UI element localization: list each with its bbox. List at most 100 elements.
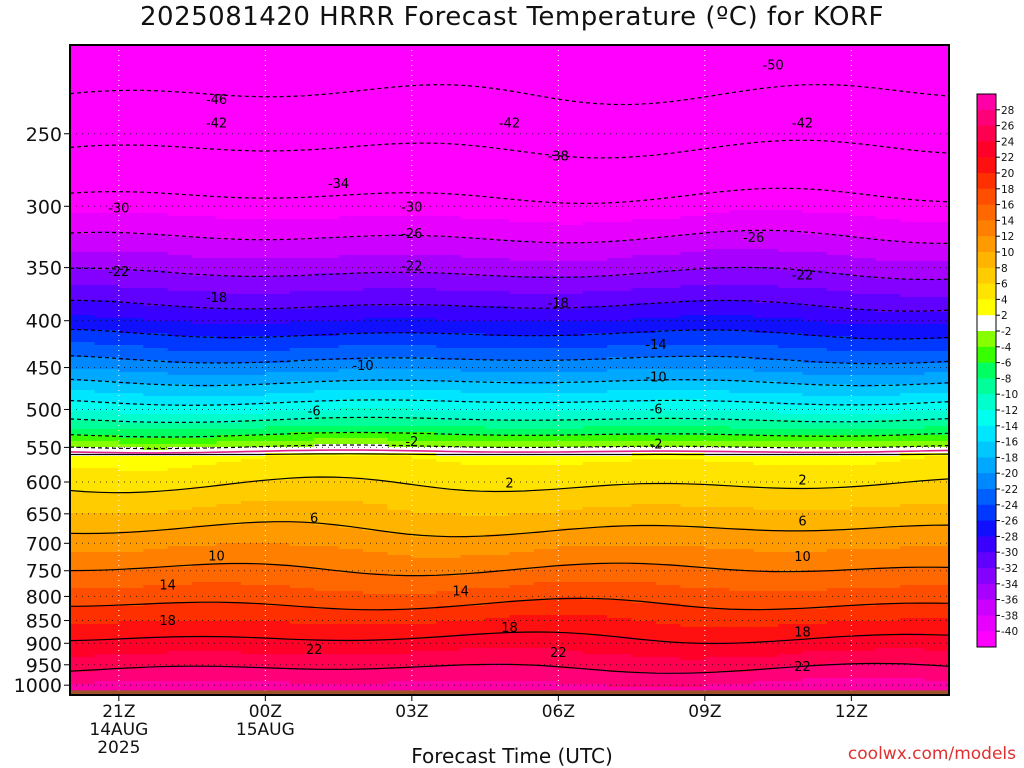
field-cell bbox=[533, 321, 559, 325]
field-cell bbox=[582, 327, 608, 331]
field-cell bbox=[363, 609, 388, 613]
field-cell bbox=[582, 186, 608, 190]
field-cell bbox=[240, 516, 266, 520]
field-cell bbox=[607, 255, 633, 259]
field-cell bbox=[436, 171, 462, 175]
field-cell bbox=[167, 375, 193, 379]
field-cell bbox=[411, 621, 437, 625]
field-cell bbox=[265, 681, 291, 685]
field-cell bbox=[460, 411, 486, 415]
field-cell bbox=[363, 651, 388, 655]
field-cell bbox=[436, 516, 462, 520]
field-cell bbox=[436, 513, 462, 517]
field-cell bbox=[216, 66, 242, 70]
field-cell bbox=[607, 261, 633, 265]
field-cell bbox=[118, 189, 144, 193]
field-cell bbox=[216, 621, 242, 625]
field-cell bbox=[558, 390, 584, 394]
field-cell bbox=[167, 210, 193, 214]
field-cell bbox=[289, 603, 315, 607]
field-cell bbox=[607, 522, 633, 526]
field-cell bbox=[265, 96, 291, 100]
field-cell bbox=[314, 450, 340, 454]
field-cell bbox=[436, 159, 462, 163]
field-cell bbox=[216, 486, 242, 490]
field-cell bbox=[143, 297, 169, 301]
field-cell bbox=[436, 522, 462, 526]
field-cell bbox=[265, 309, 291, 313]
field-cell bbox=[192, 441, 218, 445]
field-cell bbox=[460, 471, 486, 475]
field-cell bbox=[582, 171, 608, 175]
field-cell bbox=[94, 633, 120, 637]
field-cell bbox=[436, 654, 462, 658]
field-cell bbox=[363, 168, 388, 172]
field-cell bbox=[363, 192, 388, 196]
field-cell bbox=[558, 600, 584, 604]
field-cell bbox=[411, 384, 437, 388]
field-cell bbox=[70, 153, 95, 157]
field-cell bbox=[582, 177, 608, 181]
field-cell bbox=[289, 396, 315, 400]
field-cell bbox=[192, 219, 218, 223]
field-cell bbox=[289, 186, 315, 190]
field-cell bbox=[143, 363, 169, 367]
field-cell bbox=[582, 195, 608, 199]
field-cell bbox=[289, 102, 315, 106]
field-cell bbox=[509, 204, 535, 208]
field-cell bbox=[192, 489, 218, 493]
field-cell bbox=[363, 492, 388, 496]
field-cell bbox=[192, 519, 218, 523]
field-cell bbox=[70, 561, 95, 565]
field-cell bbox=[436, 153, 462, 157]
field-cell bbox=[94, 381, 120, 385]
field-cell bbox=[509, 429, 535, 433]
field-cell bbox=[265, 294, 291, 298]
field-cell bbox=[70, 141, 95, 145]
field-cell bbox=[314, 72, 340, 76]
field-cell bbox=[460, 468, 486, 472]
field-cell bbox=[607, 687, 633, 691]
field-cell bbox=[387, 402, 413, 406]
field-cell bbox=[436, 264, 462, 268]
field-cell bbox=[118, 351, 144, 355]
field-cell bbox=[167, 162, 193, 166]
field-cell bbox=[216, 282, 242, 286]
field-cell bbox=[167, 681, 193, 685]
field-cell bbox=[70, 510, 95, 514]
field-cell bbox=[289, 531, 315, 535]
field-cell bbox=[289, 621, 315, 625]
field-cell bbox=[485, 108, 511, 112]
field-cell bbox=[240, 339, 266, 343]
field-cell bbox=[607, 411, 633, 415]
field-cell bbox=[387, 396, 413, 400]
field-cell bbox=[94, 363, 120, 367]
field-cell bbox=[338, 159, 364, 163]
field-cell bbox=[143, 480, 169, 484]
field-cell bbox=[118, 138, 144, 142]
field-cell bbox=[509, 321, 535, 325]
field-cell bbox=[70, 306, 95, 310]
field-cell bbox=[558, 357, 584, 361]
field-cell bbox=[265, 678, 291, 682]
field-cell bbox=[314, 144, 340, 148]
field-cell bbox=[240, 261, 266, 265]
field-cell bbox=[118, 237, 144, 241]
field-cell bbox=[436, 630, 462, 634]
field-cell bbox=[70, 372, 95, 376]
field-cell bbox=[314, 69, 340, 73]
field-cell bbox=[240, 273, 266, 277]
field-cell bbox=[338, 351, 364, 355]
field-cell bbox=[94, 483, 120, 487]
field-cell bbox=[411, 237, 437, 241]
field-cell bbox=[363, 141, 388, 145]
field-cell bbox=[436, 348, 462, 352]
field-cell bbox=[509, 555, 535, 559]
field-cell bbox=[240, 573, 266, 577]
field-cell bbox=[387, 117, 413, 121]
field-cell bbox=[411, 432, 437, 436]
field-cell bbox=[192, 609, 218, 613]
field-cell bbox=[436, 459, 462, 463]
field-cell bbox=[265, 135, 291, 139]
field-cell bbox=[582, 381, 608, 385]
